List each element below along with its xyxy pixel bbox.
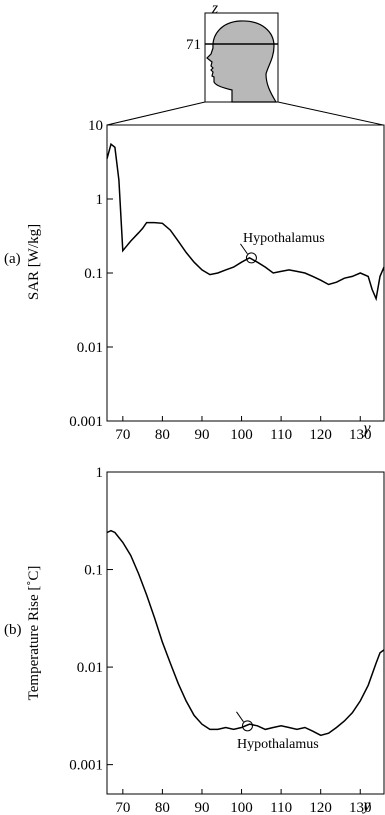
x-tick-label: 100 (230, 427, 253, 443)
y-tick-label: 10 (88, 118, 103, 134)
y-tick-label: 1 (96, 192, 104, 208)
hypothalamus-marker-a (245, 252, 257, 264)
chart-b: 70 80 90 100 110 120 130 1 0.1 0.01 0.001 Hypotha… (4, 465, 385, 815)
y-axis-label-a: SAR [W/kg] (26, 224, 42, 300)
sar-line (106, 142, 385, 302)
y-ticks-a: 10 1 0.1 0.01 0.001 (69, 118, 113, 430)
x-tick-label: 100 (230, 800, 253, 815)
x-tick-label: 70 (115, 800, 130, 815)
x-axis-label-a: y (361, 420, 371, 437)
y-tick-label: 0.1 (84, 266, 103, 282)
temperature-line (106, 529, 385, 737)
x-tick-label: 130 (349, 800, 372, 815)
y-tick-label: 0.001 (69, 414, 103, 430)
x-tick-label: 80 (155, 427, 170, 443)
x-tick-label: 90 (194, 427, 209, 443)
x-tick-label: 90 (194, 800, 209, 815)
hypothalamus-leader-a (240, 243, 248, 255)
x-tick-label: 130 (349, 427, 372, 443)
head-inset: z 71 (106, 0, 384, 126)
panel-label-b: (b) (4, 622, 22, 638)
y-tick-label: 1 (96, 465, 104, 481)
x-ticks-a: 70 80 90 100 110 120 130 (115, 416, 372, 443)
head-silhouette (206, 20, 278, 103)
x-axis-label-b: y (361, 797, 371, 814)
y-axis-label-b: Temperature Rise [˚C] (26, 566, 42, 701)
y-tick-label: 0.1 (84, 563, 103, 579)
hypothalamus-leader-b (236, 711, 244, 723)
z-axis-label: z (211, 0, 219, 17)
x-tick-label: 120 (309, 427, 332, 443)
y-ticks-b: 1 0.1 0.01 0.001 (69, 465, 113, 774)
zoom-line-left (106, 101, 206, 126)
hypothalamus-marker-b (241, 720, 253, 732)
hypothalamus-label-a: Hypothalamus (243, 231, 325, 246)
y-tick-label: 0.01 (77, 660, 103, 676)
x-tick-label: 80 (155, 800, 170, 815)
x-tick-label: 110 (270, 800, 292, 815)
x-ticks-b: 70 80 90 100 110 120 130 (115, 789, 372, 815)
hypothalamus-label-b: Hypothalamus (237, 737, 319, 752)
panel-label-a: (a) (4, 251, 21, 267)
y-tick-label: 0.01 (77, 340, 103, 356)
x-tick-label: 110 (270, 427, 292, 443)
y-tick-label: 0.001 (69, 758, 103, 774)
x-tick-label: 120 (309, 800, 332, 815)
slice-label: 71 (186, 37, 201, 53)
x-tick-label: 70 (115, 427, 130, 443)
plot-frame-a (106, 124, 385, 422)
plot-frame-b (106, 471, 385, 795)
zoom-line-right (277, 101, 384, 126)
chart-a: 70 80 90 100 110 120 130 10 1 0.1 0.01 0.001 Hypot… (4, 118, 385, 443)
